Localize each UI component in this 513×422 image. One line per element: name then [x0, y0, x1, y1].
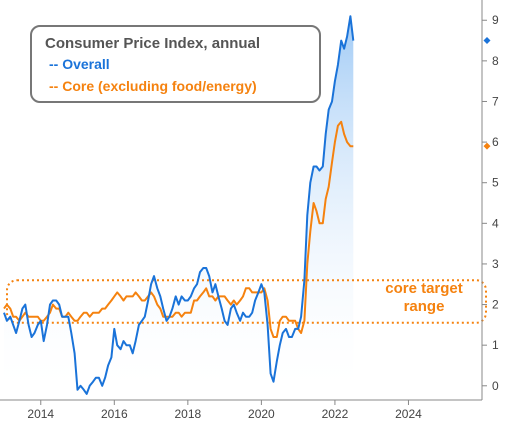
y-tick-label: 1 — [492, 338, 499, 352]
y-tick-label: 6 — [492, 135, 499, 149]
x-tick-label: 2018 — [174, 407, 201, 421]
target-range-label-line1: core target — [385, 280, 463, 297]
y-tick-label: 5 — [492, 176, 499, 190]
core-target-band — [6, 279, 487, 324]
y-tick-label: 8 — [492, 54, 499, 68]
y-axis-ticks: 0 1 2 3 4 5 6 7 8 9 — [482, 13, 499, 393]
y-tick-label: 4 — [492, 216, 499, 230]
y-tick-label: 9 — [492, 13, 499, 27]
overall-last-value-marker — [483, 37, 491, 45]
x-tick-label: 2024 — [395, 407, 422, 421]
y-tick-label: 7 — [492, 94, 499, 108]
y-tick-label: 0 — [492, 379, 499, 393]
core-last-value-marker — [483, 142, 491, 150]
x-axis-ticks: 2014 2016 2018 2020 2022 2024 — [27, 400, 422, 421]
legend-title: Consumer Price Index, annual — [45, 35, 260, 52]
x-tick-label: 2022 — [322, 407, 349, 421]
legend-box — [30, 25, 321, 103]
legend-item-core: -- Core (excluding food/energy) — [49, 78, 257, 94]
legend-item-overall: -- Overall — [49, 56, 110, 72]
y-tick-label: 2 — [492, 298, 499, 312]
x-tick-label: 2016 — [101, 407, 128, 421]
overall-series-line — [3, 15, 355, 395]
legend: Consumer Price Index, annual -- Overall … — [30, 25, 321, 103]
x-tick-label: 2014 — [27, 407, 54, 421]
y-tick-label: 3 — [492, 257, 499, 271]
target-range-label-line2: range — [404, 298, 445, 315]
x-tick-label: 2020 — [248, 407, 275, 421]
